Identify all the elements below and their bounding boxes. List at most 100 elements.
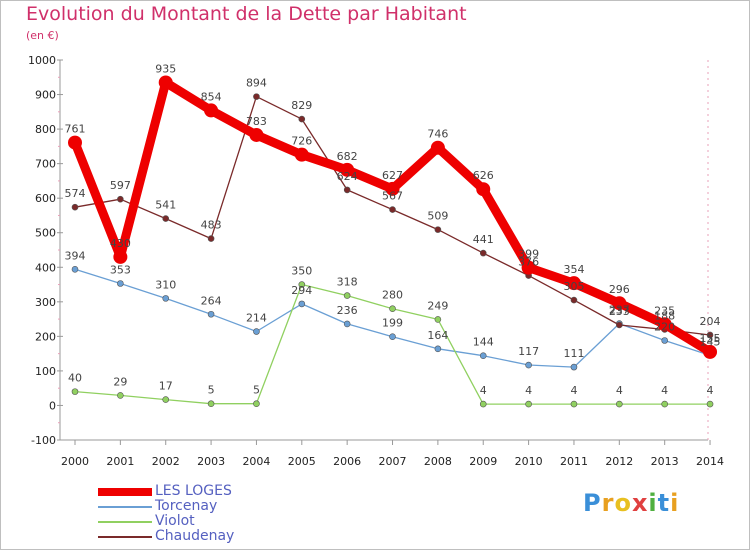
data-label-chaudenay: 574 xyxy=(65,187,86,200)
legend-swatch-violot xyxy=(98,521,152,523)
data-point-chaudenay xyxy=(162,215,170,222)
data-point-les-loges xyxy=(476,182,491,197)
data-point-torcenay xyxy=(343,320,351,328)
legend-label-torcenay: Torcenay xyxy=(155,498,218,514)
data-point-torcenay xyxy=(570,363,578,371)
data-label-les-loges: 430 xyxy=(110,237,131,250)
x-tick-label: 2012 xyxy=(605,455,633,468)
data-label-violot: 5 xyxy=(253,384,260,397)
data-label-les-loges: 296 xyxy=(609,283,630,296)
data-label-les-loges: 761 xyxy=(65,123,86,136)
x-tick-label: 2005 xyxy=(288,455,316,468)
data-point-torcenay xyxy=(117,280,124,287)
x-tick-label: 2003 xyxy=(197,455,225,468)
data-point-chaudenay xyxy=(434,226,442,233)
data-point-les-loges xyxy=(385,181,400,196)
data-point-les-loges xyxy=(113,249,128,264)
y-tick-label: 900 xyxy=(35,89,56,102)
data-point-violot xyxy=(616,400,623,408)
data-point-les-loges xyxy=(340,162,355,177)
data-label-les-loges: 935 xyxy=(155,62,176,75)
data-point-torcenay xyxy=(661,337,668,344)
data-point-chaudenay xyxy=(71,203,79,211)
data-point-les-loges xyxy=(566,276,581,291)
legend-label-chaudenay: Chaudenay xyxy=(155,528,235,544)
data-label-torcenay: 111 xyxy=(563,347,584,360)
data-label-violot: 4 xyxy=(570,384,577,397)
data-point-torcenay xyxy=(525,361,532,369)
data-label-les-loges: 783 xyxy=(246,115,267,128)
data-label-chaudenay: 188 xyxy=(654,309,675,322)
data-point-torcenay xyxy=(298,300,306,308)
data-point-violot xyxy=(343,292,351,299)
data-label-violot: 29 xyxy=(113,375,127,388)
data-label-torcenay: 294 xyxy=(291,284,312,297)
data-point-chaudenay xyxy=(570,296,578,304)
chart-title: Evolution du Montant de la Dette par Hab… xyxy=(26,3,467,25)
data-label-torcenay: 353 xyxy=(110,264,131,277)
x-tick-label: 2000 xyxy=(61,455,89,468)
data-point-violot xyxy=(434,316,442,323)
data-label-violot: 318 xyxy=(337,276,358,289)
x-tick-label: 2004 xyxy=(242,455,270,468)
data-point-torcenay xyxy=(253,328,260,335)
x-tick-label: 2013 xyxy=(651,455,679,468)
data-label-violot: 249 xyxy=(427,299,448,312)
data-label-les-loges: 682 xyxy=(337,150,358,163)
data-point-violot xyxy=(253,400,260,408)
logo-letter: i xyxy=(648,489,658,517)
data-label-violot: 280 xyxy=(382,289,403,302)
y-tick-label: 0 xyxy=(49,399,56,412)
legend-label-les-loges: LES LOGES xyxy=(155,483,232,499)
data-point-violot xyxy=(525,400,532,408)
chart-subtitle: (en €) xyxy=(26,29,59,42)
data-label-violot: 350 xyxy=(291,265,312,278)
y-tick-label: 1000 xyxy=(28,54,56,67)
logo-letter: P xyxy=(583,489,602,517)
data-label-torcenay: 214 xyxy=(246,312,267,325)
data-point-violot xyxy=(479,400,487,408)
data-label-torcenay: 237 xyxy=(609,304,630,317)
data-label-chaudenay: 567 xyxy=(382,190,403,203)
y-tick-label: 400 xyxy=(35,261,56,274)
data-point-torcenay xyxy=(389,333,396,341)
data-label-les-loges: 235 xyxy=(654,304,675,317)
data-label-torcenay: 220 xyxy=(654,321,675,334)
data-point-chaudenay xyxy=(117,195,124,203)
data-label-violot: 4 xyxy=(661,384,668,397)
data-point-violot xyxy=(162,396,170,403)
data-point-violot xyxy=(298,281,306,288)
data-point-violot xyxy=(661,400,668,408)
data-point-chaudenay xyxy=(207,235,215,242)
data-label-torcenay: 117 xyxy=(518,345,539,358)
y-tick-label: 100 xyxy=(35,365,56,378)
data-point-chaudenay xyxy=(253,93,260,100)
x-tick-label: 2009 xyxy=(469,455,497,468)
logo-letter: x xyxy=(631,489,649,517)
data-point-violot xyxy=(570,400,578,408)
data-label-violot: 17 xyxy=(159,380,173,393)
data-label-les-loges: 854 xyxy=(201,90,222,103)
data-point-les-loges xyxy=(657,317,672,332)
data-label-violot: 5 xyxy=(208,384,215,397)
data-point-chaudenay xyxy=(479,249,487,257)
data-point-torcenay xyxy=(479,352,487,360)
data-point-torcenay xyxy=(207,310,215,318)
data-point-torcenay xyxy=(434,345,442,353)
data-point-violot xyxy=(389,305,396,313)
y-tick-label: -100 xyxy=(31,434,56,447)
data-label-torcenay: 394 xyxy=(65,249,86,262)
logo-letter: r xyxy=(601,489,615,517)
data-label-torcenay: 144 xyxy=(473,336,494,349)
legend-swatch-les-loges xyxy=(98,488,152,496)
data-point-violot xyxy=(71,388,79,395)
data-point-chaudenay xyxy=(616,321,623,329)
data-point-les-loges xyxy=(249,127,264,142)
y-tick-label: 300 xyxy=(35,296,56,309)
x-tick-label: 2010 xyxy=(515,455,543,468)
data-label-chaudenay: 829 xyxy=(291,99,312,112)
x-tick-label: 2007 xyxy=(379,455,407,468)
data-point-chaudenay xyxy=(706,331,714,339)
x-tick-label: 2006 xyxy=(333,455,361,468)
